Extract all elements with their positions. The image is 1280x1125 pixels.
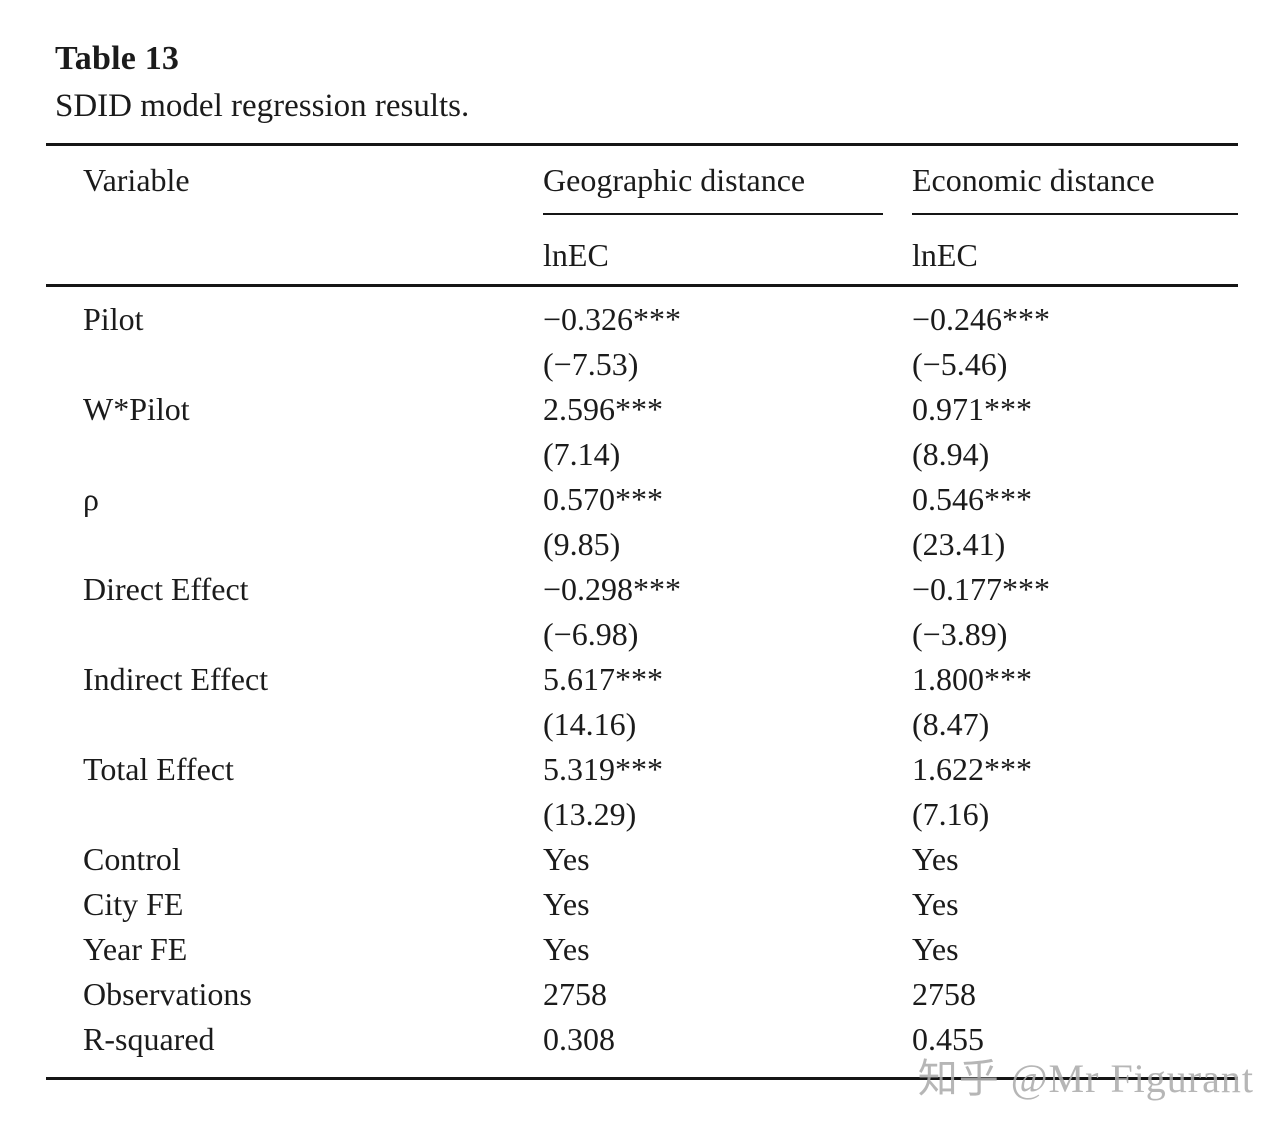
column-header-variable: Variable bbox=[83, 162, 190, 198]
table-row: ρ 0.570*** 0.546*** bbox=[46, 477, 1238, 522]
table-row: Observations 2758 2758 bbox=[46, 972, 1238, 1017]
table-row: City FE Yes Yes bbox=[46, 882, 1238, 927]
table-row: (7.14) (8.94) bbox=[46, 432, 1238, 477]
table-row: (14.16) (8.47) bbox=[46, 702, 1238, 747]
economic-value-cell: (8.47) bbox=[912, 706, 990, 742]
geographic-value-cell: (7.14) bbox=[543, 436, 621, 472]
geographic-value-cell: 5.319*** bbox=[543, 751, 663, 787]
variable-cell: ρ bbox=[83, 481, 99, 517]
economic-value-cell: 1.622*** bbox=[912, 751, 1032, 787]
economic-value-cell: −0.177*** bbox=[912, 571, 1051, 607]
economic-value-cell: −0.246*** bbox=[912, 301, 1051, 337]
geographic-value-cell: (13.29) bbox=[543, 796, 637, 832]
subheader-economic-lnec: lnEC bbox=[912, 237, 978, 273]
variable-cell: Indirect Effect bbox=[83, 661, 269, 697]
geographic-value-cell: Yes bbox=[543, 931, 590, 967]
table-row: Control Yes Yes bbox=[46, 837, 1238, 882]
table-body: Pilot −0.326*** −0.246*** (−7.53) (−5.46… bbox=[46, 284, 1238, 1077]
economic-value-cell: Yes bbox=[912, 886, 959, 922]
economic-value-cell: (8.94) bbox=[912, 436, 990, 472]
geographic-value-cell: Yes bbox=[543, 841, 590, 877]
economic-value-cell: (−5.46) bbox=[912, 346, 1008, 382]
table-row: (−7.53) (−5.46) bbox=[46, 342, 1238, 387]
watermark: 知乎 @Mr Figurant bbox=[917, 1056, 1254, 1101]
economic-value-cell: (−3.89) bbox=[912, 616, 1008, 652]
economic-value-cell: 2758 bbox=[912, 976, 976, 1012]
table-row: Direct Effect −0.298*** −0.177*** bbox=[46, 567, 1238, 612]
column-header-geographic-distance: Geographic distance bbox=[543, 146, 883, 215]
geographic-value-cell: 2.596*** bbox=[543, 391, 663, 427]
table-row: Indirect Effect 5.617*** 1.800*** bbox=[46, 657, 1238, 702]
geographic-value-cell: (−6.98) bbox=[543, 616, 639, 652]
table-row: W*Pilot 2.596*** 0.971*** bbox=[46, 387, 1238, 432]
geographic-value-cell: (−7.53) bbox=[543, 346, 639, 382]
table-title: Table 13 bbox=[55, 40, 180, 77]
table-row: (−6.98) (−3.89) bbox=[46, 612, 1238, 657]
economic-value-cell: 0.971*** bbox=[912, 391, 1032, 427]
variable-cell bbox=[46, 522, 543, 567]
variable-cell: Control bbox=[83, 841, 181, 877]
column-group-geographic: Geographic distance lnEC bbox=[543, 146, 912, 284]
table-row: (9.85) (23.41) bbox=[46, 522, 1238, 567]
variable-cell bbox=[46, 432, 543, 477]
table-row: (13.29) (7.16) bbox=[46, 792, 1238, 837]
table-row: Year FE Yes Yes bbox=[46, 927, 1238, 972]
economic-value-cell: (7.16) bbox=[912, 796, 990, 832]
geographic-value-cell: 0.570*** bbox=[543, 481, 663, 517]
variable-cell: City FE bbox=[83, 886, 184, 922]
column-header-economic-distance: Economic distance bbox=[912, 146, 1238, 215]
variable-cell bbox=[46, 342, 543, 387]
table-subtitle: SDID model regression results. bbox=[55, 88, 470, 124]
economic-value-cell: 0.455 bbox=[912, 1021, 984, 1057]
variable-cell: Observations bbox=[83, 976, 252, 1012]
table-row: R-squared 0.308 0.455 bbox=[46, 1017, 1238, 1062]
geographic-value-cell: −0.326*** bbox=[543, 301, 682, 337]
geographic-value-cell: (14.16) bbox=[543, 706, 637, 742]
subheader-geographic-lnec: lnEC bbox=[543, 237, 609, 273]
economic-value-cell: (23.41) bbox=[912, 526, 1006, 562]
geographic-value-cell: −0.298*** bbox=[543, 571, 682, 607]
variable-cell: Direct Effect bbox=[83, 571, 249, 607]
economic-value-cell: 0.546*** bbox=[912, 481, 1032, 517]
economic-value-cell: 1.800*** bbox=[912, 661, 1032, 697]
economic-value-cell: Yes bbox=[912, 841, 959, 877]
geographic-value-cell: 5.617*** bbox=[543, 661, 663, 697]
regression-table: Variable Geographic distance lnEC Econom… bbox=[46, 143, 1238, 1080]
variable-cell bbox=[46, 702, 543, 747]
variable-cell: W*Pilot bbox=[83, 391, 190, 427]
variable-cell: Year FE bbox=[83, 931, 188, 967]
table-header: Variable Geographic distance lnEC Econom… bbox=[46, 146, 1238, 284]
column-group-economic: Economic distance lnEC bbox=[912, 146, 1238, 284]
table-row: Pilot −0.326*** −0.246*** bbox=[46, 297, 1238, 342]
economic-value-cell: Yes bbox=[912, 931, 959, 967]
variable-cell: Total Effect bbox=[83, 751, 234, 787]
variable-cell: Pilot bbox=[83, 301, 144, 337]
geographic-value-cell: 0.308 bbox=[543, 1021, 615, 1057]
geographic-value-cell: 2758 bbox=[543, 976, 607, 1012]
variable-cell bbox=[46, 612, 543, 657]
variable-cell: R-squared bbox=[83, 1021, 215, 1057]
geographic-value-cell: Yes bbox=[543, 886, 590, 922]
table-row: Total Effect 5.319*** 1.622*** bbox=[46, 747, 1238, 792]
variable-cell bbox=[46, 792, 543, 837]
geographic-value-cell: (9.85) bbox=[543, 526, 621, 562]
